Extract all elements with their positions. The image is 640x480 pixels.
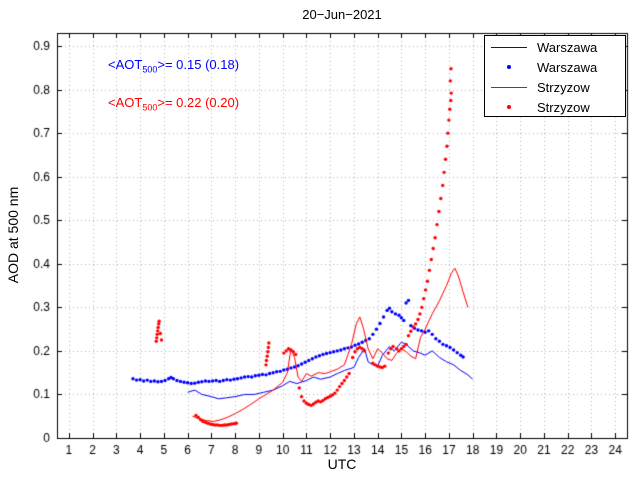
line-sample-icon xyxy=(491,46,527,48)
legend-label: Warszawa xyxy=(537,39,598,55)
annotation-text: >= 0.22 (0.20) xyxy=(157,95,240,110)
x-axis-label: UTC xyxy=(327,456,357,472)
legend-label: Warszawa xyxy=(537,59,598,75)
legend-label: Strzyzow xyxy=(537,99,590,115)
legend-sample-wrap xyxy=(485,86,533,88)
dot-sample-icon xyxy=(507,65,511,69)
line-sample-icon xyxy=(491,86,527,88)
y-axis-label: AOD at 500 nm xyxy=(5,186,21,284)
strzyzow-mean-annotation: <AOT500>= 0.22 (0.20) xyxy=(108,95,239,113)
legend-item-strzyzow-dots: Strzyzow xyxy=(485,97,625,117)
warszawa-mean-annotation: <AOT500>= 0.15 (0.18) xyxy=(108,57,239,75)
legend-sample-wrap xyxy=(485,65,533,69)
annotation-subscript: 500 xyxy=(142,102,158,113)
dot-sample-icon xyxy=(507,105,511,109)
legend: Warszawa Warszawa Strzyzow Strzyzow xyxy=(484,35,626,117)
legend-item-warszawa-line: Warszawa xyxy=(485,37,625,57)
legend-item-strzyzow-line: Strzyzow xyxy=(485,77,625,97)
legend-item-warszawa-dots: Warszawa xyxy=(485,57,625,77)
chart-title: 20−Jun−2021 xyxy=(302,7,382,22)
annotation-subscript: 500 xyxy=(142,64,158,75)
annotation-text: >= 0.15 (0.18) xyxy=(157,57,240,72)
annotation-text: <AOT xyxy=(108,95,143,110)
annotation-text: <AOT xyxy=(108,57,143,72)
legend-sample-wrap xyxy=(485,46,533,48)
legend-label: Strzyzow xyxy=(537,79,590,95)
legend-sample-wrap xyxy=(485,105,533,109)
